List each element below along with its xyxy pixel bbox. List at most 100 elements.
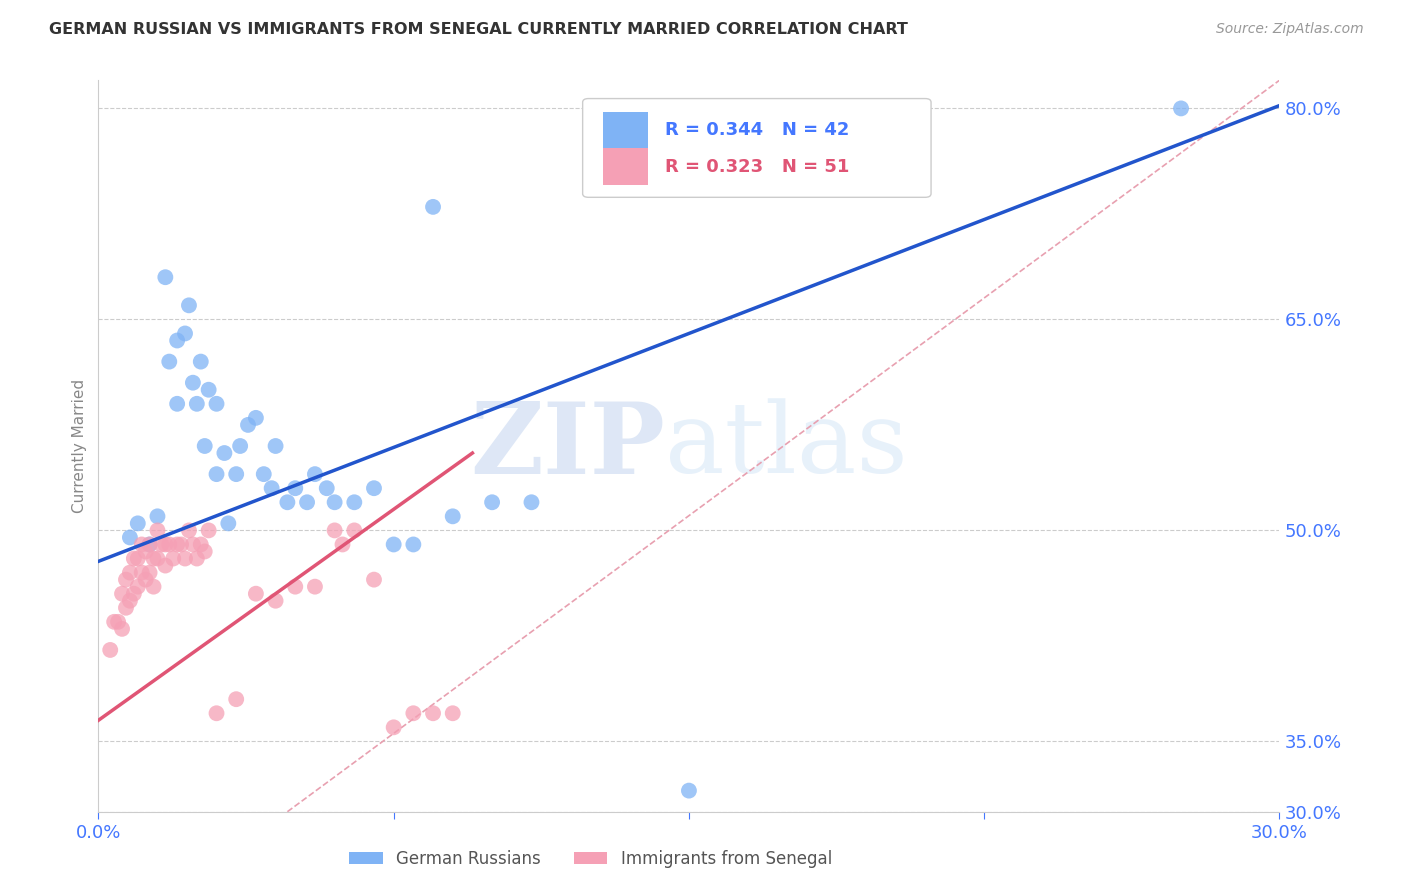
Point [166,334,188,348]
Point [111,622,134,636]
Point [150,537,173,551]
Point [205,397,228,411]
Point [174,551,197,566]
Point [197,383,219,397]
Point [118,593,141,607]
Point [205,467,228,482]
Point [166,397,188,411]
Point [118,566,141,580]
Point [422,706,444,721]
Point [138,566,160,580]
Point [186,551,208,566]
Point [131,537,153,551]
Point [115,600,138,615]
Point [245,587,267,601]
Point [181,537,204,551]
Point [118,530,141,544]
Point [155,558,177,573]
Point [122,551,145,566]
Point [146,524,169,538]
Point [214,446,236,460]
Y-axis label: Currently Married: Currently Married [72,379,87,513]
Point [229,439,252,453]
Text: ZIP: ZIP [471,398,665,494]
Point [343,524,366,538]
Point [166,537,188,551]
Point [103,615,125,629]
Point [127,516,149,531]
Point [217,516,239,531]
Point [225,467,247,482]
Point [441,509,464,524]
Point [245,410,267,425]
Point [142,551,165,566]
Point [520,495,543,509]
Point [162,551,184,566]
Point [402,706,425,721]
Text: Source: ZipAtlas.com: Source: ZipAtlas.com [1216,22,1364,37]
Bar [603,148,648,185]
Point [107,615,129,629]
Point [98,643,121,657]
Point [157,354,180,368]
Point [1170,102,1192,116]
Point [205,706,228,721]
Point [135,544,157,558]
Point [142,580,165,594]
Point [264,593,287,607]
Point [127,551,149,566]
Point [115,573,138,587]
FancyBboxPatch shape [582,99,931,197]
Point [343,495,366,509]
Point [138,537,160,551]
Point [155,270,177,285]
Point [323,524,346,538]
Point [323,495,346,509]
Point [363,573,385,587]
Point [236,417,259,432]
Point [264,439,287,453]
Point [127,580,149,594]
Point [225,692,247,706]
Point [194,544,217,558]
Point [295,495,318,509]
Point [422,200,444,214]
Text: GERMAN RUSSIAN VS IMMIGRANTS FROM SENEGAL CURRENTLY MARRIED CORRELATION CHART: GERMAN RUSSIAN VS IMMIGRANTS FROM SENEGA… [49,22,908,37]
Point [284,481,307,495]
Point [177,298,200,312]
Point [441,706,464,721]
Point [304,467,326,482]
Point [190,537,212,551]
Point [122,587,145,601]
Point [157,537,180,551]
Point [481,495,503,509]
Point [146,551,169,566]
Bar [603,112,648,148]
Point [678,783,700,797]
Point [186,397,208,411]
Point [253,467,276,482]
Point [304,580,326,594]
Point [155,537,177,551]
Point [111,587,134,601]
Point [315,481,337,495]
Point [363,481,385,495]
Point [146,509,169,524]
Point [276,495,298,509]
Point [332,537,354,551]
Point [177,524,200,538]
Point [138,537,160,551]
Point [260,481,283,495]
Legend: German Russians, Immigrants from Senegal: German Russians, Immigrants from Senegal [343,844,838,875]
Text: R = 0.344   N = 42: R = 0.344 N = 42 [665,121,849,139]
Text: atlas: atlas [665,398,908,494]
Text: R = 0.323   N = 51: R = 0.323 N = 51 [665,158,849,176]
Point [197,524,219,538]
Point [190,354,212,368]
Point [194,439,217,453]
Point [284,580,307,594]
Point [174,326,197,341]
Point [170,537,193,551]
Point [382,720,405,734]
Point [382,537,405,551]
